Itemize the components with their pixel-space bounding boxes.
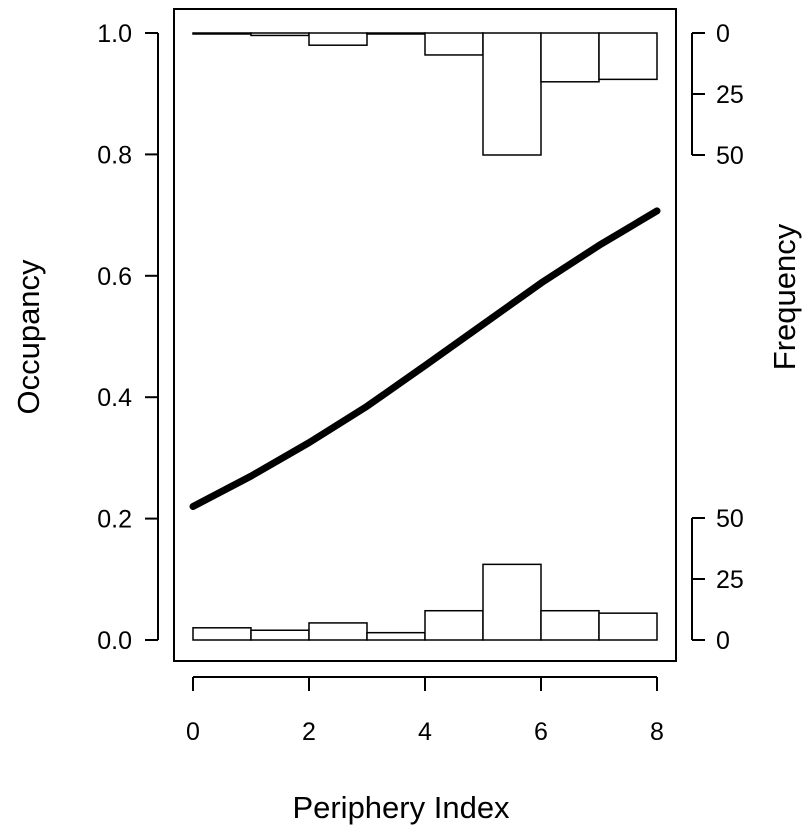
bottom-hist-bar — [308, 622, 368, 641]
y-tick-label: 0.2 — [97, 506, 132, 534]
frequency-axis: 0 25 50 0 25 50 — [691, 20, 744, 655]
x-tick-label: 4 — [418, 718, 432, 746]
y-tick-label: 0.4 — [97, 384, 132, 412]
x-tick-label: 6 — [534, 718, 548, 746]
top-hist-bar — [540, 32, 600, 83]
frequency-tick-label: 50 — [716, 505, 744, 533]
bottom-hist-bar — [192, 627, 252, 641]
frequency-tick-label: 0 — [716, 627, 730, 655]
y-axis-title: Occupancy — [11, 259, 46, 415]
frequency-tick-label: 25 — [716, 566, 744, 594]
occupancy-curve — [189, 207, 661, 510]
top-hist-bar — [250, 32, 310, 37]
y-tick-label: 0.0 — [97, 627, 132, 655]
bottom-histogram — [192, 563, 658, 641]
x-tick-label: 8 — [650, 718, 664, 746]
frequency-tick-label: 25 — [716, 81, 744, 109]
x-axis: 0 2 4 6 8 — [186, 676, 664, 746]
x-axis-title: Periphery Index — [292, 790, 510, 825]
frequency-tick-label: 50 — [716, 142, 744, 170]
top-histogram — [192, 32, 658, 156]
top-hist-bar — [366, 32, 426, 35]
top-hist-bar — [192, 32, 252, 35]
top-hist-bar — [424, 32, 484, 56]
bottom-hist-bar — [482, 563, 542, 641]
top-hist-bar — [482, 32, 542, 156]
bottom-hist-bar — [540, 609, 600, 641]
bottom-hist-bar — [598, 612, 658, 641]
y-tick-label: 1.0 — [97, 20, 132, 48]
y-tick-label: 0.8 — [97, 141, 132, 169]
x-tick-label: 2 — [302, 718, 316, 746]
y-tick-label: 0.6 — [97, 263, 132, 291]
bottom-hist-bar — [424, 609, 484, 641]
occupancy-curve-group — [189, 207, 661, 510]
plot-frame — [173, 8, 677, 662]
frequency-axis-title: Frequency — [767, 223, 802, 370]
top-hist-bar — [598, 32, 658, 81]
top-hist-bar — [308, 32, 368, 46]
x-tick-label: 0 — [186, 718, 200, 746]
frequency-tick-label: 0 — [716, 20, 730, 48]
bottom-hist-bar — [250, 629, 310, 641]
bottom-hist-bar — [366, 631, 426, 641]
y-axis: 0.0 0.2 0.4 0.6 0.8 1.0 — [97, 20, 159, 655]
